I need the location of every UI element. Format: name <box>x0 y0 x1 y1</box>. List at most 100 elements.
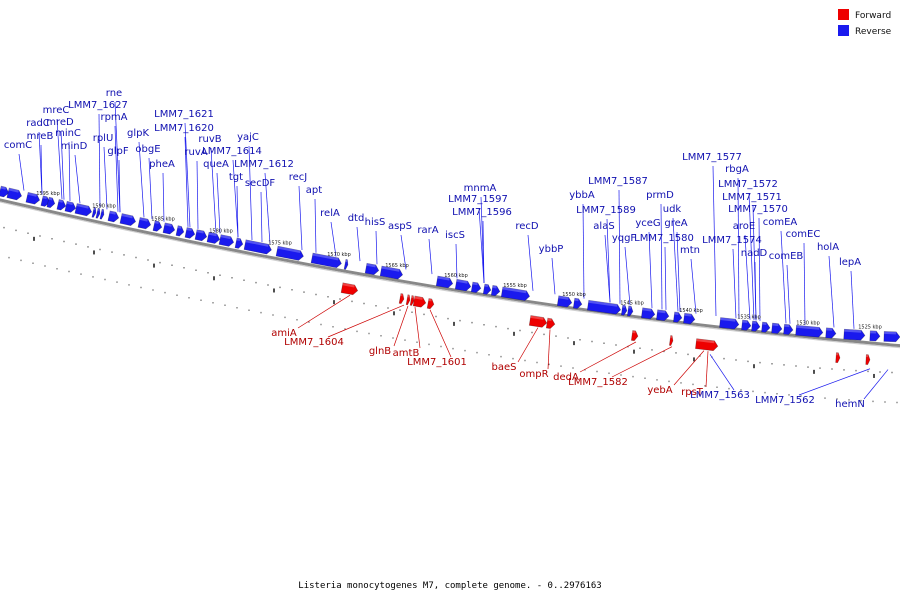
reverse-gene-arrow[interactable] <box>95 207 101 219</box>
reverse-gene-arrow[interactable] <box>586 299 622 315</box>
reverse-gene-label[interactable]: LMM7_1570 <box>728 204 788 215</box>
forward-gene-arrow[interactable] <box>630 330 639 342</box>
forward-gene-label[interactable]: LMM7_1601 <box>407 357 467 368</box>
reverse-gene-label[interactable]: prmD <box>646 190 674 201</box>
forward-gene-arrow[interactable] <box>545 317 556 329</box>
reverse-gene-arrow[interactable] <box>119 213 137 227</box>
reverse-gene-arrow[interactable] <box>343 258 349 270</box>
reverse-gene-arrow[interactable] <box>741 319 752 331</box>
reverse-gene-label[interactable]: yajC <box>237 132 259 143</box>
reverse-gene-label[interactable]: LMM7_1596 <box>452 207 512 218</box>
reverse-gene-label[interactable]: LMM7_1597 <box>448 194 508 205</box>
forward-gene-arrow[interactable] <box>695 338 719 352</box>
reverse-gene-label[interactable]: yqgF <box>612 233 637 244</box>
forward-gene-label[interactable]: baeS <box>492 362 517 373</box>
reverse-gene-label[interactable]: ruvA <box>184 147 207 158</box>
reverse-gene-arrow[interactable] <box>275 245 304 261</box>
reverse-gene-label[interactable]: minD <box>61 141 88 152</box>
reverse-gene-arrow[interactable] <box>0 185 10 198</box>
reverse-gene-label[interactable]: rbgA <box>725 164 749 175</box>
reverse-gene-arrow[interactable] <box>194 229 208 242</box>
reverse-gene-arrow[interactable] <box>162 222 176 235</box>
reverse-gene-arrow[interactable] <box>771 322 783 334</box>
reverse-gene-label[interactable]: rarA <box>417 225 438 236</box>
reverse-gene-label[interactable]: udk <box>663 204 682 215</box>
reverse-gene-arrow[interactable] <box>470 281 482 294</box>
reverse-gene-label[interactable]: relA <box>320 208 340 219</box>
reverse-gene-label[interactable]: pheA <box>149 159 175 170</box>
reverse-gene-arrow[interactable] <box>364 262 380 276</box>
reverse-gene-arrow[interactable] <box>683 312 696 325</box>
reverse-gene-label[interactable]: lepA <box>839 257 861 268</box>
forward-gene-label[interactable]: amtB <box>393 348 420 359</box>
reverse-gene-label[interactable]: aroE <box>733 221 755 232</box>
forward-gene-arrow[interactable] <box>409 295 415 306</box>
forward-gene-arrow[interactable] <box>412 295 427 308</box>
reverse-gene-label[interactable]: secDF <box>245 178 276 189</box>
forward-gene-arrow[interactable] <box>865 354 871 365</box>
reverse-gene-arrow[interactable] <box>46 196 56 209</box>
reverse-gene-arrow[interactable] <box>482 283 492 295</box>
reverse-gene-arrow[interactable] <box>6 187 23 201</box>
reverse-gene-label[interactable]: ybbP <box>539 244 564 255</box>
reverse-gene-label[interactable]: queA <box>203 159 229 170</box>
reverse-gene-label[interactable]: recJ <box>289 172 308 183</box>
reverse-gene-label[interactable]: greA <box>664 218 687 229</box>
reverse-gene-arrow[interactable] <box>825 327 837 339</box>
reverse-gene-label[interactable]: yceG <box>635 218 660 229</box>
reverse-gene-label[interactable]: LMM7_1571 <box>722 192 782 203</box>
reverse-gene-arrow[interactable] <box>99 208 105 220</box>
forward-gene-arrow[interactable] <box>340 282 359 296</box>
forward-gene-arrow[interactable] <box>835 352 841 364</box>
reverse-gene-label[interactable]: comEA <box>763 217 798 228</box>
reverse-gene-label[interactable]: ruvB <box>198 134 221 145</box>
reverse-gene-label[interactable]: rne <box>106 88 122 99</box>
reverse-gene-label[interactable]: LMM7_1587 <box>588 176 648 187</box>
reverse-gene-label[interactable]: mtn <box>680 245 700 256</box>
reverse-gene-arrow[interactable] <box>152 220 163 232</box>
reverse-gene-label[interactable]: LMM7_1612 <box>234 159 294 170</box>
reverse-gene-arrow[interactable] <box>656 309 670 322</box>
reverse-gene-arrow[interactable] <box>751 320 761 332</box>
reverse-gene-label[interactable]: LMM7_1574 <box>702 235 762 246</box>
reverse-gene-arrow[interactable] <box>454 278 472 292</box>
reverse-gene-label[interactable]: LMM7_1580 <box>634 233 694 244</box>
reverse-gene-arrow[interactable] <box>206 231 221 244</box>
forward-gene-arrow[interactable] <box>669 335 674 346</box>
reverse-gene-arrow[interactable] <box>869 330 881 342</box>
reverse-gene-label[interactable]: rpmA <box>100 112 127 123</box>
reverse-gene-label[interactable]: ybbA <box>569 190 595 201</box>
reverse-gene-arrow[interactable] <box>25 191 41 205</box>
forward-gene-label[interactable]: amiA <box>271 328 297 339</box>
reverse-gene-arrow[interactable] <box>500 286 531 301</box>
reverse-gene-label[interactable]: holA <box>817 242 839 253</box>
reverse-gene-label[interactable]: iscS <box>445 230 465 241</box>
reverse-gene-label[interactable]: comEB <box>769 251 804 262</box>
reverse-gene-label[interactable]: LMM7_1620 <box>154 123 214 134</box>
reverse-gene-label[interactable]: alaS <box>593 221 614 232</box>
forward-gene-label[interactable]: LMM7_1562 <box>755 395 815 406</box>
reverse-gene-arrow[interactable] <box>40 195 51 208</box>
forward-gene-label[interactable]: ompR <box>519 369 548 380</box>
reverse-gene-arrow[interactable] <box>435 275 454 289</box>
forward-gene-label[interactable]: glnB <box>369 346 391 357</box>
reverse-gene-label[interactable]: apt <box>306 185 322 196</box>
reverse-gene-arrow[interactable] <box>490 284 501 297</box>
reverse-gene-label[interactable]: recD <box>515 221 539 232</box>
reverse-gene-label[interactable]: comEC <box>786 229 821 240</box>
reverse-gene-label[interactable]: comC <box>4 140 32 151</box>
forward-gene-label[interactable]: hemN <box>835 399 865 410</box>
reverse-gene-arrow[interactable] <box>310 252 342 269</box>
reverse-gene-label[interactable]: tgt <box>229 172 243 183</box>
forward-gene-arrow[interactable] <box>426 298 435 310</box>
reverse-gene-arrow[interactable] <box>843 328 866 341</box>
reverse-gene-label[interactable]: LMM7_1621 <box>154 109 214 120</box>
reverse-gene-label[interactable]: LMM7_1572 <box>718 179 778 190</box>
reverse-gene-arrow[interactable] <box>184 227 196 240</box>
reverse-gene-label[interactable]: obgE <box>135 144 160 155</box>
forward-gene-label[interactable]: LMM7_1563 <box>690 390 750 401</box>
forward-gene-arrow[interactable] <box>405 294 411 306</box>
reverse-gene-label[interactable]: LMM7_1627 <box>68 100 128 111</box>
reverse-gene-label[interactable]: hisS <box>365 217 386 228</box>
reverse-gene-label[interactable]: mreB <box>27 131 54 142</box>
